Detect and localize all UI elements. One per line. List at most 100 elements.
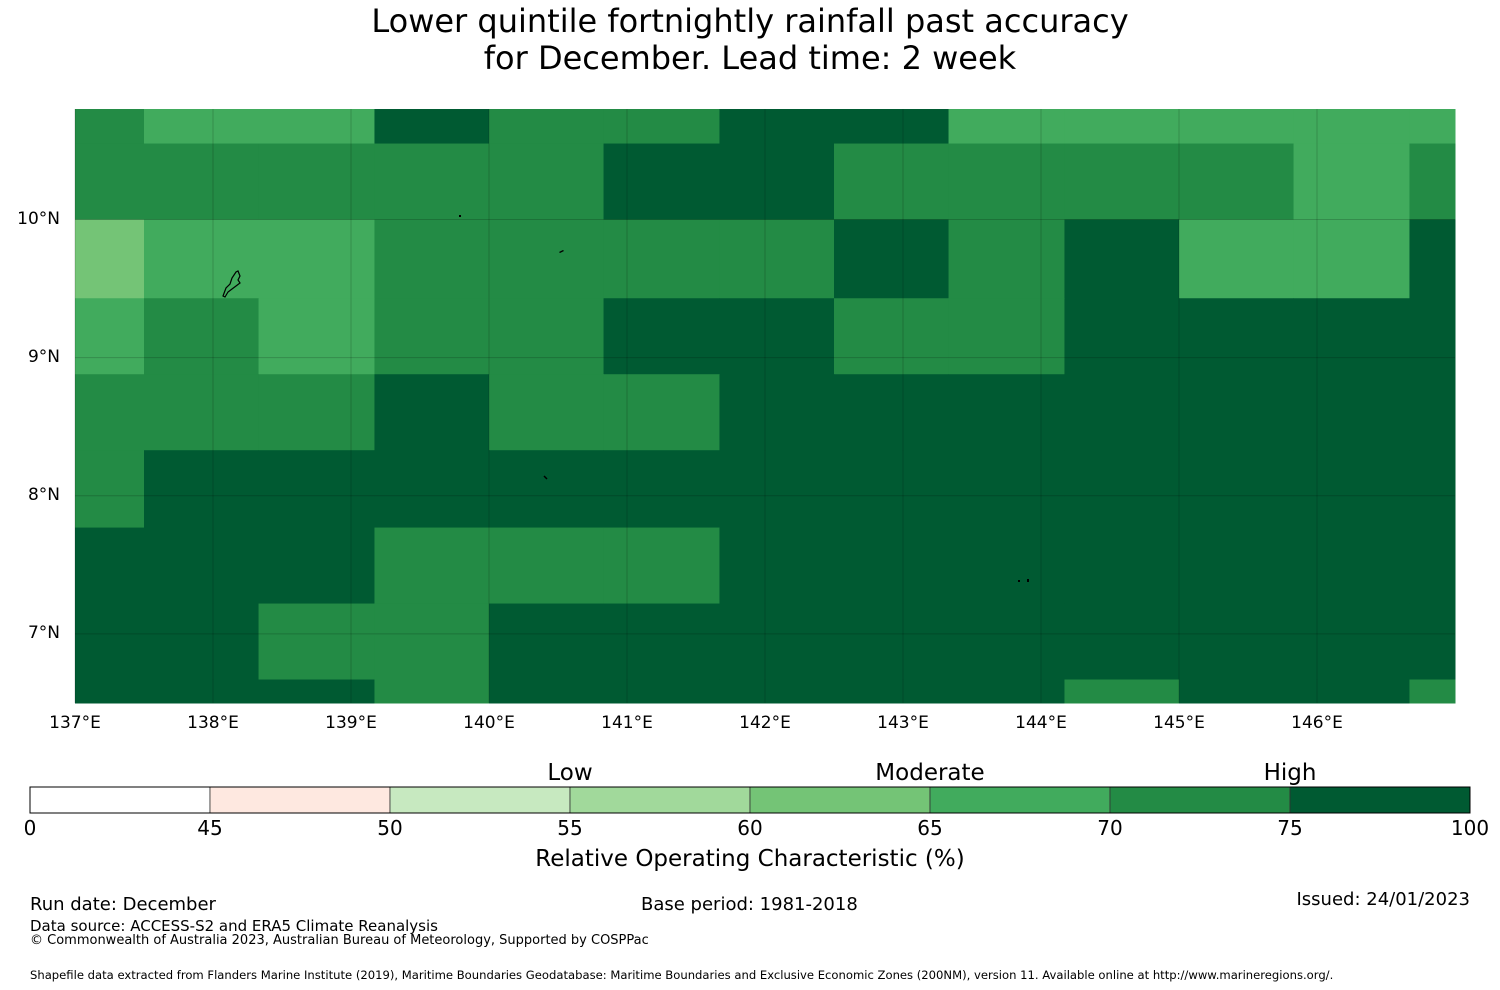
chart-title-line1: Lower quintile fortnightly rainfall past…	[371, 2, 1129, 40]
map-cell	[374, 298, 490, 375]
map-cell	[1293, 374, 1410, 451]
map-cell	[489, 298, 605, 375]
colorbar-category-label: Moderate	[875, 760, 985, 786]
lon-tick-label: 139°E	[325, 713, 377, 733]
lon-tick-label: 145°E	[1153, 713, 1205, 733]
colorbar-box	[1289, 786, 1471, 814]
map-cell	[719, 527, 835, 605]
map-cell	[948, 219, 1065, 299]
map-cell	[1293, 298, 1410, 375]
colorbar-box	[389, 786, 571, 814]
map-cell	[1293, 450, 1410, 529]
map-cell	[1409, 679, 1456, 704]
lon-tick-label: 140°E	[463, 713, 515, 733]
lon-tick-label: 146°E	[1291, 713, 1343, 733]
island-dot-2	[543, 475, 548, 480]
colorbar-box	[569, 786, 751, 814]
map-cell	[489, 109, 605, 145]
map-cell	[144, 679, 260, 704]
map-cell	[603, 143, 720, 221]
map-cell	[603, 527, 720, 605]
map-cell	[1064, 109, 1180, 145]
map-cell	[1409, 109, 1456, 145]
map-cell	[1409, 219, 1456, 299]
colorbar-box	[929, 786, 1111, 814]
map-cell	[144, 603, 260, 681]
map-cell	[489, 450, 605, 529]
map-cell	[948, 450, 1065, 529]
map-cell	[603, 219, 720, 299]
map-cell	[258, 143, 375, 221]
map-cell	[1293, 109, 1410, 145]
map-cell	[374, 374, 490, 451]
map-cell	[719, 298, 835, 375]
map-cell	[603, 450, 720, 529]
colorbar-title: Relative Operating Characteristic (%)	[535, 846, 965, 872]
map-cell	[948, 603, 1065, 681]
map-cell	[1179, 527, 1295, 605]
map-cell	[1064, 450, 1180, 529]
map-cell	[258, 603, 375, 681]
colorbar-tick-label: 0	[23, 816, 37, 840]
map-cell	[489, 603, 605, 681]
map-cell	[1179, 298, 1295, 375]
map-cell	[144, 143, 260, 221]
colorbar-tick-label: 70	[1097, 816, 1123, 840]
map-cell	[719, 219, 835, 299]
colorbar-tick-label: 75	[1277, 816, 1303, 840]
map-cell	[258, 219, 375, 299]
colorbar-category-label: Low	[547, 760, 593, 786]
colorbar-box	[749, 786, 931, 814]
map-cell	[1179, 603, 1295, 681]
map-cell	[1064, 219, 1180, 299]
map-cell	[489, 374, 605, 451]
map-cell	[258, 374, 375, 451]
map-cell	[719, 450, 835, 529]
colorbar-tick-label: 55	[557, 816, 583, 840]
map-cell	[374, 219, 490, 299]
map-cell	[834, 450, 950, 529]
map-cell	[834, 679, 950, 704]
map-cell	[144, 374, 260, 451]
map-cell	[374, 143, 490, 221]
map-cell	[1064, 679, 1180, 704]
lat-tick-label: 7°N	[27, 622, 60, 643]
island-outlines	[222, 215, 1029, 582]
map-cell	[719, 603, 835, 681]
map-cell	[948, 298, 1065, 375]
island-dot-3	[1018, 580, 1020, 582]
map-cell	[75, 603, 145, 681]
map-cell	[75, 374, 145, 451]
chart-title-line2: for December. Lead time: 2 week	[483, 39, 1017, 77]
map-cell	[75, 109, 145, 145]
map-cell	[374, 527, 490, 605]
base-period: Base period: 1981-2018	[641, 894, 858, 915]
map-cell	[374, 109, 490, 145]
map-cell	[1064, 603, 1180, 681]
map-cell	[1064, 374, 1180, 451]
map-cell	[1179, 219, 1295, 299]
map-cell	[489, 143, 605, 221]
issued-date: Issued: 24/01/2023	[1296, 889, 1470, 910]
map-cell	[1293, 527, 1410, 605]
lat-tick-label: 8°N	[27, 484, 60, 505]
map-cell	[603, 109, 720, 145]
map-cell	[834, 298, 950, 375]
map-cell	[719, 679, 835, 704]
map-cell	[1179, 143, 1295, 221]
colorbar-tick-label: 50	[377, 816, 403, 840]
colorbar-outline	[29, 786, 1471, 814]
colorbar-tick-label: 45	[197, 816, 223, 840]
map-cell	[603, 298, 720, 375]
colorbar-tick-label: 60	[737, 816, 763, 840]
map-cell	[603, 603, 720, 681]
map-cell	[603, 374, 720, 451]
map-cell	[1179, 109, 1295, 145]
map-cell	[489, 679, 605, 704]
colorbar-tick-label: 65	[917, 816, 943, 840]
map-cell	[1064, 298, 1180, 375]
map-cell	[75, 143, 145, 221]
map-cell	[1293, 143, 1410, 221]
map-cell	[374, 603, 490, 681]
island-dot-4	[1027, 579, 1029, 582]
